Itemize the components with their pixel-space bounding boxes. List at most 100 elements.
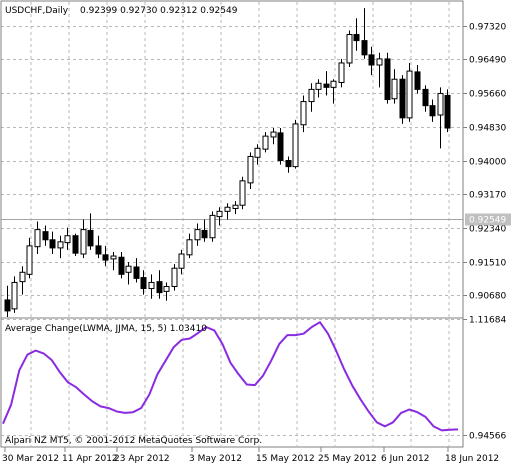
candle-body-bear xyxy=(353,34,360,42)
time-tick-label: 25 May 2012 xyxy=(318,454,377,464)
candle-body-bull xyxy=(80,229,87,255)
candle-body-bull xyxy=(300,101,307,126)
candle xyxy=(118,251,125,279)
copyright-text: Alpari NZ MT5, © 2001-2012 MetaQuotes So… xyxy=(5,436,262,446)
candle xyxy=(232,201,239,215)
price-tick-label: 0.93170 xyxy=(469,191,506,201)
candle xyxy=(194,223,201,246)
time-tick-label: 6 Jun 2012 xyxy=(381,454,429,464)
candle-body-bull xyxy=(186,239,193,256)
indicator-pane-frame xyxy=(0,317,464,448)
candle-body-bull xyxy=(178,253,185,269)
indicator-label: Average Change(LWMA, JJMA, 15, 5) 1.0341… xyxy=(5,324,207,334)
candle-body-bull xyxy=(292,123,299,168)
candle xyxy=(57,235,64,259)
candle xyxy=(4,285,11,317)
candle-body-bull xyxy=(163,286,170,292)
candle-body-bear xyxy=(140,277,147,290)
candle xyxy=(292,119,299,169)
indicator-axis-labels: 1.11684 0.94566 xyxy=(463,316,506,442)
candle xyxy=(285,156,292,173)
candle xyxy=(406,62,413,122)
candle-body-bull xyxy=(26,245,33,275)
candle xyxy=(11,276,18,313)
time-tick-label: 30 Mar 2012 xyxy=(2,454,59,464)
candle xyxy=(254,144,261,165)
candle-body-bull xyxy=(11,281,18,310)
candle xyxy=(171,264,178,291)
candle-body-bull xyxy=(346,34,353,64)
candle-body-bear xyxy=(4,299,11,312)
candle xyxy=(209,211,216,242)
candle xyxy=(148,274,155,299)
candle-body-bull xyxy=(232,204,239,209)
candle xyxy=(277,128,284,165)
candle xyxy=(49,231,56,254)
candle-body-bull xyxy=(171,267,178,288)
candle-body-bear xyxy=(422,88,429,107)
candle xyxy=(346,30,353,68)
candle-body-bull xyxy=(315,82,322,90)
candle xyxy=(156,270,163,299)
candle-body-bear xyxy=(285,160,292,168)
candle xyxy=(140,270,147,295)
candle xyxy=(315,79,322,98)
candle-body-bull xyxy=(57,241,64,249)
candle-body-bear xyxy=(444,94,451,129)
candle-body-bull xyxy=(148,281,155,290)
candle-body-bull xyxy=(247,155,254,184)
price-tick-label: 0.90680 xyxy=(469,292,506,302)
candle xyxy=(186,233,193,259)
candle-body-bull xyxy=(254,147,261,158)
candle-body-bear xyxy=(361,40,368,56)
candle xyxy=(95,235,102,259)
candle-body-bear xyxy=(42,231,49,241)
time-tick-label: 23 Apr 2012 xyxy=(114,454,170,464)
candle xyxy=(87,213,94,250)
candle xyxy=(239,176,246,210)
candle xyxy=(133,258,140,283)
candle-body-bull xyxy=(262,135,269,150)
candle-body-bull xyxy=(125,265,132,273)
candle xyxy=(444,89,451,133)
candle-body-bull xyxy=(239,180,246,206)
candle xyxy=(19,266,26,295)
indicator-tick-label: 1.11684 xyxy=(469,316,506,326)
candle-body-bull xyxy=(64,235,71,244)
candle xyxy=(125,262,132,285)
candle xyxy=(330,79,337,104)
candle-body-bull xyxy=(391,78,398,100)
current-price-label: 0.92549 xyxy=(469,216,506,226)
candle xyxy=(80,219,87,259)
candle-body-bull xyxy=(224,206,231,212)
candle-body-bull xyxy=(330,80,337,88)
indicator-tick-label: 0.94566 xyxy=(469,432,506,442)
candle-body-bear xyxy=(87,229,94,247)
candle xyxy=(34,221,41,254)
price-tag-bg xyxy=(465,213,511,226)
ohlc-values: 0.92399 0.92730 0.92312 0.92549 xyxy=(80,6,238,16)
candle-body-bear xyxy=(399,78,406,119)
candle xyxy=(414,65,421,94)
candle xyxy=(42,225,49,246)
time-tick-label: 18 Jun 2012 xyxy=(445,454,499,464)
candle xyxy=(361,8,368,59)
candle xyxy=(26,237,33,279)
candle xyxy=(391,69,398,104)
candle-body-bear xyxy=(429,105,436,117)
candle xyxy=(262,132,269,153)
candle-body-bear xyxy=(201,229,208,239)
candle xyxy=(247,152,254,189)
candle xyxy=(376,52,383,88)
price-tick-label: 0.94000 xyxy=(469,158,506,168)
candle xyxy=(270,128,277,145)
candle-body-bear xyxy=(277,132,284,162)
candle xyxy=(308,83,315,112)
candle xyxy=(399,75,406,124)
candle xyxy=(384,52,391,104)
symbol-timeframe: USDCHF,Daily xyxy=(5,6,69,16)
candle xyxy=(338,58,345,88)
